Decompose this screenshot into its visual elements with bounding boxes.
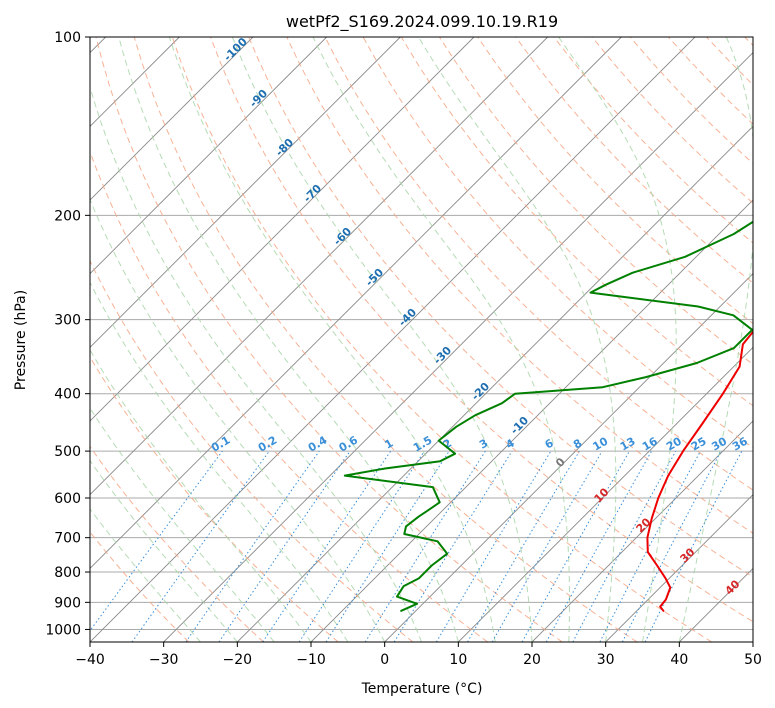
- x-tick-label: −40: [75, 652, 105, 668]
- y-tick-label: 400: [54, 387, 81, 403]
- x-tick-label: −30: [149, 652, 179, 668]
- chart-title: wetPf2_S169.2024.099.10.19.R19: [286, 12, 558, 32]
- mixing-ratio-line: [521, 450, 630, 642]
- isotherm-line: [531, 420, 753, 642]
- isotherm-line: [384, 273, 753, 642]
- temperature-profile-line: [646, 330, 753, 612]
- dry-adiabat-line: [210, 37, 753, 623]
- mixing-ratio-line: [545, 450, 653, 642]
- x-tick-label: −10: [296, 652, 326, 668]
- dry-adiabat-line: [90, 445, 264, 642]
- dry-adiabat-line: [133, 37, 638, 642]
- mixing-ratio-line: [572, 450, 677, 642]
- dewpoint-profile-line: [343, 220, 753, 612]
- isotherm-line: [458, 346, 753, 642]
- background-lines: [90, 37, 753, 642]
- y-tick-label: 300: [54, 313, 81, 329]
- y-tick-label: 600: [54, 491, 81, 507]
- y-tick-label: 700: [54, 531, 81, 547]
- x-axis: −40 −30 −20 −10 0 10 20 30 40 50: [75, 642, 762, 668]
- x-tick-label: 30: [597, 652, 615, 668]
- moist-adiabat-line: [90, 349, 312, 642]
- isotherm-line: [163, 52, 753, 642]
- y-tick-label: 200: [54, 208, 81, 224]
- mixing-ratio-line: [218, 450, 351, 642]
- y-tick-label: 1000: [45, 622, 81, 638]
- isotherm-line: [90, 37, 548, 496]
- mixing-ratio-line: [298, 450, 425, 642]
- x-tick-label: 10: [449, 652, 467, 668]
- dry-adiabat-line: [171, 37, 712, 642]
- dry-adiabat-line: [515, 37, 753, 284]
- y-tick-label: 500: [54, 444, 81, 460]
- isotherm-line: [605, 494, 753, 642]
- moist-adiabat-line: [168, 37, 496, 642]
- mixing-ratio-line: [644, 450, 743, 642]
- y-tick-label: 800: [54, 565, 81, 581]
- dry-adiabat-line: [248, 37, 753, 578]
- isotherm-line: [90, 37, 622, 569]
- mixing-ratio-lines: [90, 450, 743, 642]
- moist-adiabat-line: [118, 37, 459, 642]
- x-tick-label: 0: [380, 652, 389, 668]
- moist-adiabat-line: [678, 37, 753, 642]
- moist-adiabat-line: [90, 508, 201, 642]
- moist-adiabat-line: [90, 281, 349, 642]
- moist-adiabat-line: [231, 37, 533, 642]
- isotherm-line: [237, 125, 753, 642]
- x-tick-label: 20: [523, 652, 541, 668]
- y-tick-label: 900: [54, 595, 81, 611]
- moist-adiabat-line: [558, 37, 677, 642]
- profile-lines: [343, 220, 753, 612]
- moist-adiabat-line: [90, 85, 422, 642]
- x-tick-label: 50: [744, 652, 762, 668]
- x-axis-label: Temperature (°C): [361, 681, 483, 697]
- y-axis: 100 200 300 400 500 600 700 800 900 1000: [45, 30, 90, 638]
- moist-adiabat-line: [312, 37, 570, 642]
- moist-adiabat-line: [90, 459, 238, 642]
- plot-frame: [89, 36, 754, 643]
- isotherm-line: [90, 37, 696, 642]
- dry-adiabat-line: [90, 259, 414, 642]
- x-tick-label: −20: [223, 652, 253, 668]
- mixing-ratio-line: [90, 450, 223, 632]
- dry-adiabat-line: [95, 37, 563, 642]
- moist-adiabat-line: [90, 407, 275, 642]
- x-tick-label: 40: [670, 652, 688, 668]
- y-axis-label: Pressure (hPa): [13, 290, 29, 390]
- dry-adiabat-lines: [90, 37, 753, 642]
- mixing-ratio-line: [393, 450, 513, 642]
- moist-adiabat-line: [90, 198, 386, 642]
- mixing-ratio-line: [262, 450, 392, 642]
- isotherm-lines: [90, 37, 753, 642]
- isotherm-line: [90, 37, 254, 201]
- isotherm-line: [90, 37, 475, 422]
- isotherm-line: [90, 37, 401, 348]
- dry-adiabat-line: [286, 37, 753, 534]
- moist-adiabat-lines: [90, 37, 753, 642]
- mixing-ratio-line: [185, 450, 320, 642]
- mixing-ratio-line: [325, 450, 450, 642]
- mixing-ratio-line: [131, 450, 270, 642]
- isotherm-line: [90, 37, 327, 275]
- dry-adiabat-line: [90, 356, 339, 642]
- y-tick-label: 100: [54, 30, 81, 46]
- moist-adiabat-line: [418, 37, 617, 642]
- dry-adiabat-line: [324, 37, 753, 491]
